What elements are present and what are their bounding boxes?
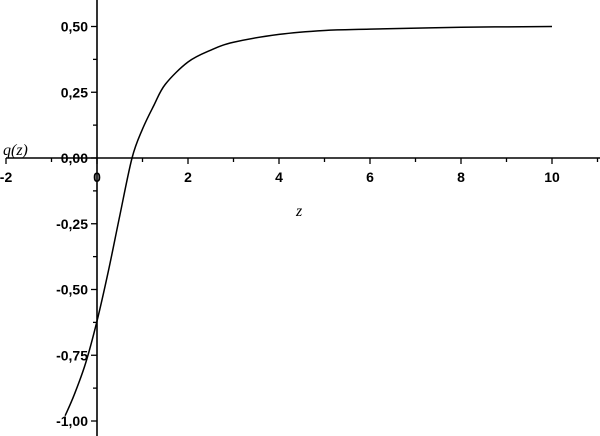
axes — [6, 0, 600, 436]
y-tick-label: -0,25 — [56, 216, 88, 232]
y-axis-title: q(z) — [3, 142, 28, 159]
y-tick-label: -1,00 — [56, 413, 88, 429]
y-tick-label: -0,50 — [56, 282, 88, 298]
x-tick-label: 0 — [93, 169, 101, 185]
x-tick-label: -2 — [0, 169, 12, 185]
x-tick-label: 6 — [366, 169, 374, 185]
x-tick-label: 2 — [184, 169, 192, 185]
ticks — [5, 25, 599, 422]
series-line — [64, 25, 553, 417]
y-tick-label: 0,00 — [61, 150, 88, 166]
y-tick-label: 0,25 — [61, 84, 88, 100]
y-tick-label: 0,50 — [61, 19, 88, 35]
x-tick-label: 4 — [275, 169, 283, 185]
series — [64, 25, 553, 417]
tick-labels: -2 0 2 4 6 8 10 0,50 0,25 0,00 -0,25 -0,50 -0,75 -1,0… — [0, 19, 560, 430]
x-axis-title: z — [295, 203, 303, 220]
x-tick-label: 8 — [457, 169, 465, 185]
x-tick-label: 10 — [544, 169, 560, 185]
y-tick-label: -0,75 — [56, 347, 88, 363]
